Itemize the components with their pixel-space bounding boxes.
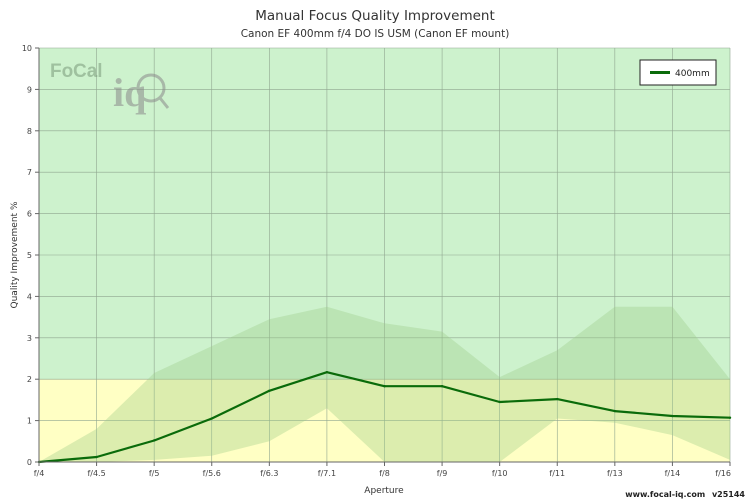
y-tick-label-4: 4 bbox=[27, 292, 32, 301]
data-point-8 bbox=[498, 400, 501, 404]
data-point-10 bbox=[613, 409, 617, 413]
data-point-6 bbox=[383, 385, 386, 388]
footer-version: v25144 bbox=[712, 490, 745, 499]
y-tick-label-0: 0 bbox=[27, 458, 32, 467]
y-tick-label-9: 9 bbox=[27, 85, 32, 94]
x-axis-label: Aperture bbox=[364, 486, 404, 496]
y-tick-label-3: 3 bbox=[27, 334, 32, 343]
x-tick-label-3: f/5.6 bbox=[203, 469, 221, 478]
footer-site: www.focal-iq.com bbox=[625, 490, 705, 499]
data-point-1 bbox=[95, 455, 98, 459]
chart-subtitle: Canon EF 400mm f/4 DO IS USM (Canon EF m… bbox=[241, 28, 510, 40]
data-point-12 bbox=[728, 416, 732, 419]
grid-lines bbox=[38, 47, 731, 463]
logo-handle-icon bbox=[158, 97, 170, 109]
x-tick-label-10: f/13 bbox=[607, 469, 623, 478]
x-tick-label-0: f/4 bbox=[34, 469, 45, 478]
x-tick-label-4: f/6.3 bbox=[260, 469, 278, 478]
data-point-4 bbox=[268, 389, 271, 392]
data-point-3 bbox=[210, 417, 213, 420]
y-tick-label-5: 5 bbox=[27, 251, 32, 260]
y-tick-label-2: 2 bbox=[27, 375, 32, 384]
x-tick-label-12: f/16 bbox=[715, 469, 731, 478]
y-tick-label-7: 7 bbox=[27, 168, 32, 177]
y-tick-label-10: 10 bbox=[22, 44, 32, 53]
x-tick-label-2: f/5 bbox=[149, 469, 160, 478]
logo-text-a: Fo bbox=[50, 61, 73, 82]
x-tick-label-7: f/9 bbox=[437, 469, 448, 478]
y-tick-labels: 0 1 2 3 4 5 6 7 8 9 10 bbox=[22, 44, 32, 467]
x-tick-label-1: f/4.5 bbox=[87, 469, 105, 478]
y-tick-label-1: 1 bbox=[27, 417, 32, 426]
data-point-11 bbox=[671, 414, 674, 418]
x-tick-label-6: f/8 bbox=[379, 469, 390, 478]
focal-iq-logo: Fo Cal iq bbox=[50, 61, 170, 115]
series-lines bbox=[37, 370, 732, 464]
data-point-9 bbox=[556, 397, 559, 401]
legend-label-400mm: 400mm bbox=[675, 69, 710, 79]
x-tick-label-5: f/7.1 bbox=[318, 469, 336, 478]
range-band bbox=[39, 306, 730, 462]
y-axis-label: Quality Improvement % bbox=[10, 201, 20, 308]
y-tick-label-6: 6 bbox=[27, 210, 32, 219]
data-point-5 bbox=[325, 370, 329, 374]
x-tick-label-8: f/10 bbox=[492, 469, 508, 478]
data-point-2 bbox=[152, 439, 156, 442]
legend: 400mm bbox=[639, 59, 717, 86]
logo-lens-icon bbox=[136, 73, 166, 103]
logo-text-b: Cal bbox=[73, 61, 103, 82]
logo-text-c: iq bbox=[113, 70, 146, 115]
y-tick-label-8: 8 bbox=[27, 127, 32, 136]
x-tick-labels: f/4 f/4.5 f/5 f/5.6 f/6.3 f/7.1 f/8 f/9 f/10 f/11… bbox=[34, 469, 731, 478]
chart-title: Manual Focus Quality Improvement bbox=[255, 8, 495, 24]
x-tick-label-11: f/14 bbox=[665, 469, 681, 478]
data-point-7 bbox=[440, 385, 444, 388]
axes bbox=[35, 47, 731, 466]
x-tick-label-9: f/11 bbox=[549, 469, 565, 478]
range-band-area bbox=[39, 306, 730, 462]
footer-credit: www.focal-iq.com v25144 bbox=[625, 490, 745, 499]
